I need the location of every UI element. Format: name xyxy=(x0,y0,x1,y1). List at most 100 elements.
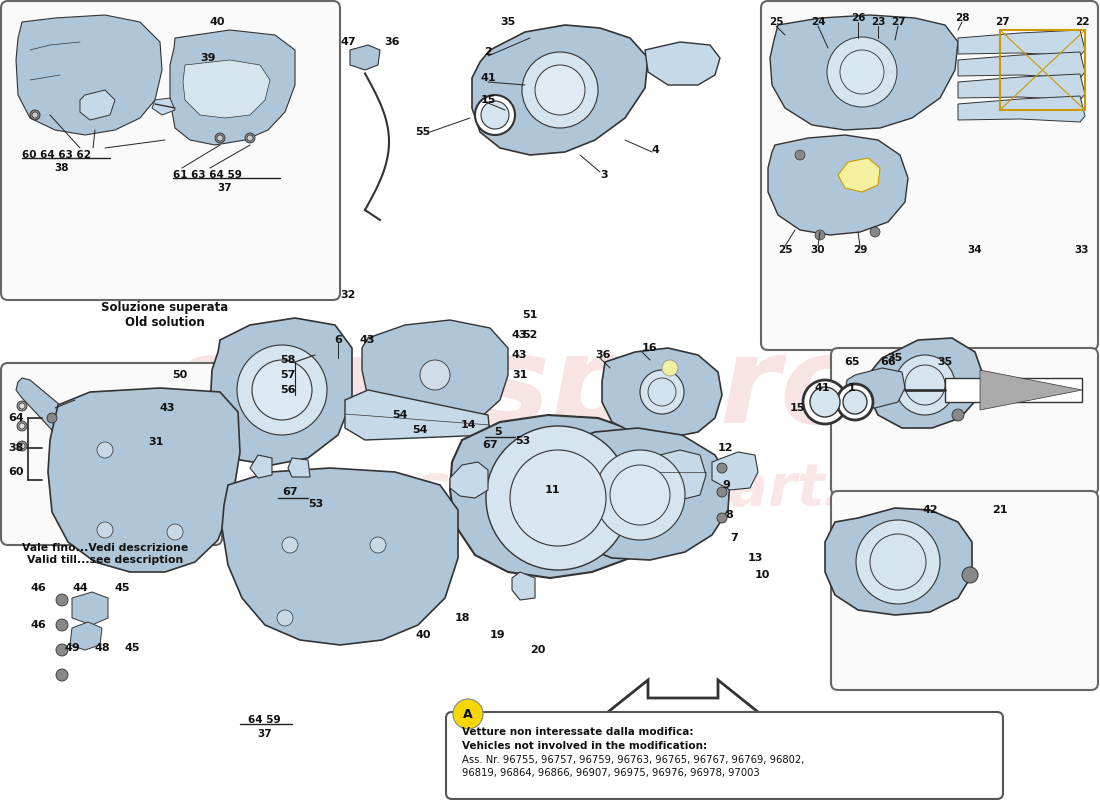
Circle shape xyxy=(662,360,678,376)
Polygon shape xyxy=(770,15,958,130)
Polygon shape xyxy=(16,15,162,135)
Text: A: A xyxy=(463,707,473,721)
Text: 60 64 63 62: 60 64 63 62 xyxy=(22,150,91,160)
Polygon shape xyxy=(550,428,730,560)
Text: 96819, 96864, 96866, 96907, 96975, 96976, 96978, 97003: 96819, 96864, 96866, 96907, 96975, 96976… xyxy=(462,768,760,778)
Text: 40: 40 xyxy=(415,630,430,640)
Circle shape xyxy=(248,135,253,141)
Polygon shape xyxy=(958,52,1085,78)
Text: 33: 33 xyxy=(1075,245,1089,255)
Circle shape xyxy=(167,524,183,540)
Text: 24: 24 xyxy=(811,17,825,27)
Text: 7: 7 xyxy=(730,533,738,543)
Circle shape xyxy=(610,465,670,525)
Text: 13: 13 xyxy=(748,553,763,563)
Text: 45: 45 xyxy=(114,583,130,593)
Text: 35: 35 xyxy=(888,353,903,363)
Circle shape xyxy=(236,345,327,435)
FancyBboxPatch shape xyxy=(761,1,1098,350)
Text: 42: 42 xyxy=(922,505,938,515)
Circle shape xyxy=(30,110,40,120)
Polygon shape xyxy=(288,458,310,477)
Circle shape xyxy=(952,409,964,421)
Circle shape xyxy=(277,610,293,626)
Text: 41: 41 xyxy=(481,73,496,83)
Text: 2: 2 xyxy=(484,47,492,57)
Polygon shape xyxy=(362,320,508,428)
Text: 25: 25 xyxy=(769,17,783,27)
Text: 54: 54 xyxy=(412,425,428,435)
Text: 37: 37 xyxy=(218,183,232,193)
Text: 43: 43 xyxy=(512,330,528,340)
Text: 50: 50 xyxy=(172,370,187,380)
Polygon shape xyxy=(958,74,1085,100)
Text: 36: 36 xyxy=(595,350,610,360)
Text: 46: 46 xyxy=(30,620,46,630)
Polygon shape xyxy=(825,508,972,615)
Text: 14: 14 xyxy=(460,420,476,430)
Text: a passion for parts: a passion for parts xyxy=(240,462,860,518)
Polygon shape xyxy=(845,368,905,408)
Text: 12: 12 xyxy=(718,443,734,453)
Text: 43: 43 xyxy=(512,350,528,360)
Polygon shape xyxy=(980,370,1082,410)
Text: 46: 46 xyxy=(30,583,46,593)
Polygon shape xyxy=(183,60,270,118)
Circle shape xyxy=(640,370,684,414)
Circle shape xyxy=(856,520,940,604)
Text: 22: 22 xyxy=(1075,17,1089,27)
Text: 49: 49 xyxy=(64,643,80,653)
Circle shape xyxy=(535,65,585,115)
Circle shape xyxy=(420,360,450,390)
Polygon shape xyxy=(250,455,272,478)
Text: 25: 25 xyxy=(778,245,792,255)
Circle shape xyxy=(97,442,113,458)
Circle shape xyxy=(815,230,825,240)
Polygon shape xyxy=(512,572,535,600)
Circle shape xyxy=(19,403,25,409)
Text: 40: 40 xyxy=(210,17,225,27)
Text: 15: 15 xyxy=(481,95,496,105)
Polygon shape xyxy=(222,468,458,645)
Text: 54: 54 xyxy=(393,410,408,420)
Circle shape xyxy=(795,150,805,160)
Text: Soluzione superata: Soluzione superata xyxy=(101,302,229,314)
Text: 6: 6 xyxy=(334,335,342,345)
FancyBboxPatch shape xyxy=(830,348,1098,495)
Polygon shape xyxy=(450,415,666,578)
Circle shape xyxy=(47,413,57,423)
Circle shape xyxy=(895,355,955,415)
Text: 9: 9 xyxy=(722,480,730,490)
Circle shape xyxy=(810,387,840,417)
Text: 21: 21 xyxy=(992,505,1008,515)
Circle shape xyxy=(803,380,847,424)
Text: Vehicles not involved in the modification:: Vehicles not involved in the modificatio… xyxy=(462,741,707,751)
Circle shape xyxy=(962,567,978,583)
Text: 30: 30 xyxy=(811,245,825,255)
Text: 31: 31 xyxy=(512,370,527,380)
Circle shape xyxy=(905,365,945,405)
Text: Ass. Nr. 96755, 96757, 96759, 96763, 96765, 96767, 96769, 96802,: Ass. Nr. 96755, 96757, 96759, 96763, 967… xyxy=(462,755,804,765)
Polygon shape xyxy=(598,680,768,760)
Polygon shape xyxy=(72,592,108,625)
Text: 51: 51 xyxy=(522,310,538,320)
Circle shape xyxy=(282,537,298,553)
Text: 60: 60 xyxy=(8,467,23,477)
Circle shape xyxy=(252,360,312,420)
Polygon shape xyxy=(838,158,880,192)
Polygon shape xyxy=(80,90,116,120)
Text: 18: 18 xyxy=(455,613,471,623)
Polygon shape xyxy=(868,338,982,428)
Circle shape xyxy=(453,699,483,729)
Circle shape xyxy=(870,534,926,590)
Polygon shape xyxy=(945,378,1082,402)
Circle shape xyxy=(486,426,630,570)
Text: 35: 35 xyxy=(937,357,953,367)
Text: 48: 48 xyxy=(95,643,110,653)
Circle shape xyxy=(475,95,515,135)
Circle shape xyxy=(843,390,867,414)
Circle shape xyxy=(717,513,727,523)
Text: 19: 19 xyxy=(490,630,506,640)
Circle shape xyxy=(19,443,25,449)
Text: 57: 57 xyxy=(280,370,296,380)
